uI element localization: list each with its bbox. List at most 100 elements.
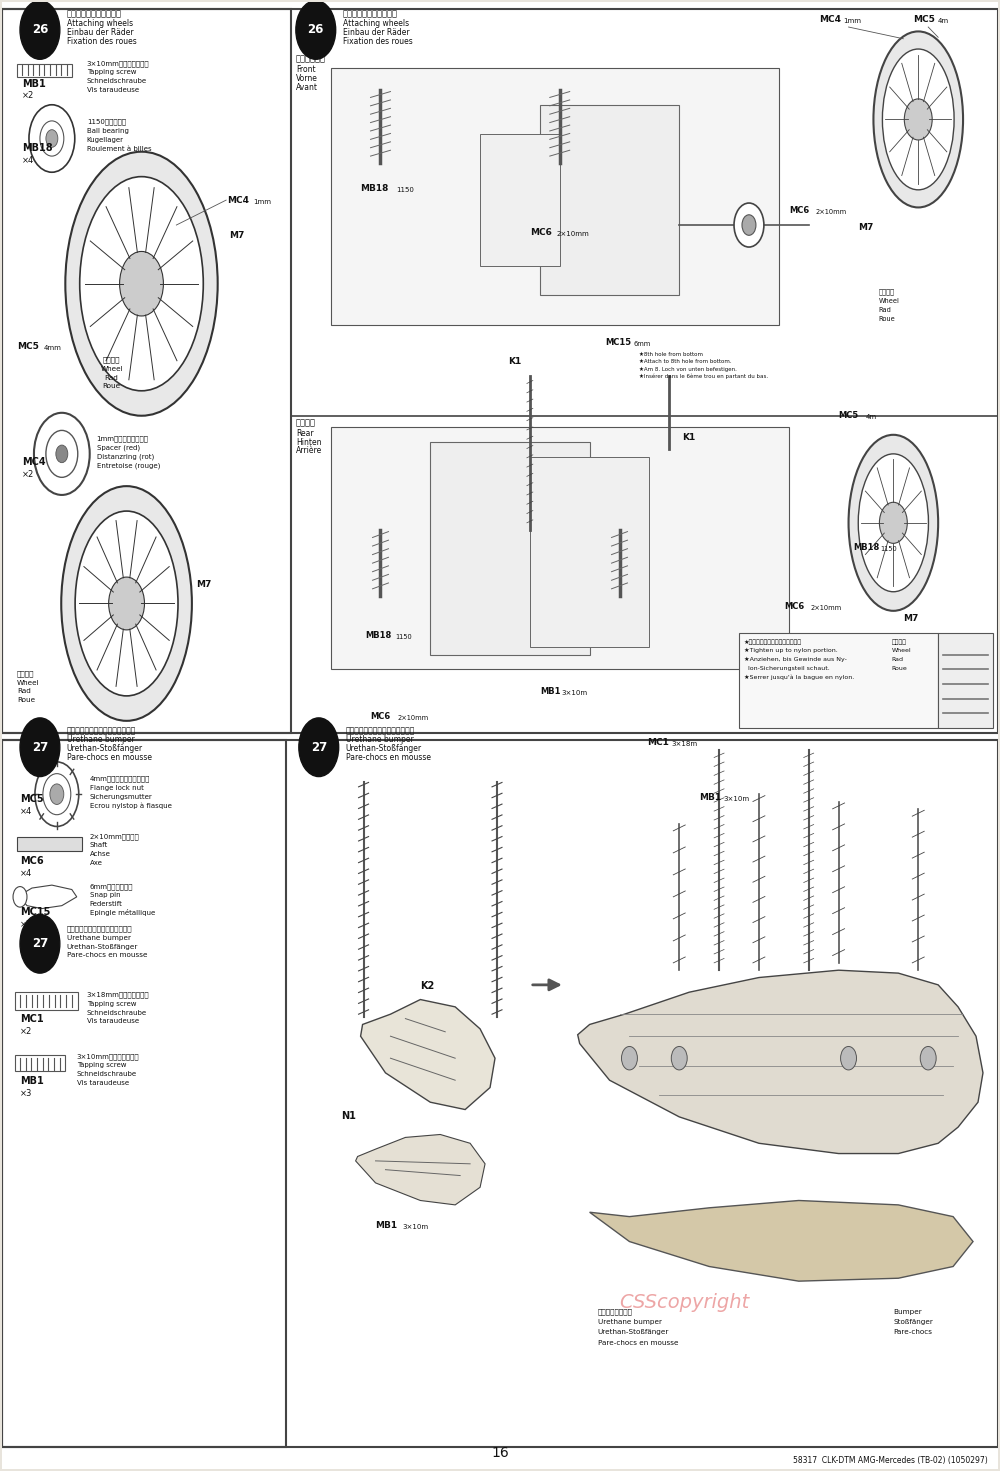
Text: Bumper: Bumper [893, 1309, 922, 1315]
Text: Vorne: Vorne [296, 74, 318, 82]
Text: Vis taraudeuse: Vis taraudeuse [77, 1080, 129, 1086]
Text: MC15: MC15 [606, 338, 632, 347]
Text: Avant: Avant [296, 82, 318, 91]
Bar [2, 9, 998, 733]
Text: 4m: 4m [865, 415, 877, 421]
Text: MC4: MC4 [22, 457, 46, 468]
Ellipse shape [80, 177, 203, 391]
Text: MC4: MC4 [227, 196, 249, 204]
Circle shape [299, 718, 339, 777]
Text: MC6: MC6 [789, 206, 809, 215]
Text: MB1: MB1 [22, 78, 46, 88]
Text: MC6: MC6 [784, 602, 804, 610]
Text: M7: M7 [229, 231, 245, 240]
Text: Hinten: Hinten [296, 437, 321, 447]
Text: Entretoise (rouge): Entretoise (rouge) [97, 462, 160, 469]
Text: 〈ウレタンバンパーの組み立て〉: 〈ウレタンバンパーの組み立て〉 [67, 925, 132, 933]
Text: Pare-chocs en mousse: Pare-chocs en mousse [67, 952, 147, 959]
Text: lon-Sicherungsteil schaut.: lon-Sicherungsteil schaut. [744, 666, 830, 671]
Text: ×2: ×2 [22, 91, 34, 100]
Text: 1mm: 1mm [844, 18, 862, 24]
Text: Wheel: Wheel [17, 680, 40, 685]
Text: 1mmスペーサー（赤）: 1mmスペーサー（赤） [97, 435, 149, 443]
Text: Pare-chocs: Pare-chocs [893, 1330, 932, 1336]
Text: 3×18m: 3×18m [671, 741, 697, 747]
Text: Fixation des roues: Fixation des roues [67, 37, 137, 46]
Text: 〈ホイールの取り付け〉: 〈ホイールの取り付け〉 [343, 9, 398, 18]
Text: ウレタンバンパー: ウレタンバンパー [598, 1308, 633, 1315]
Text: 1150ベアリング: 1150ベアリング [87, 119, 126, 125]
Text: Roue: Roue [17, 697, 35, 703]
Text: Ball bearing: Ball bearing [87, 128, 129, 134]
Text: 1150: 1150 [880, 546, 897, 552]
Text: Axe: Axe [90, 861, 103, 866]
Ellipse shape [65, 152, 218, 416]
Circle shape [904, 99, 932, 140]
Text: MC6: MC6 [371, 712, 391, 721]
Text: Schneidschraube: Schneidschraube [87, 78, 147, 84]
Text: Rad: Rad [891, 658, 903, 662]
Circle shape [50, 784, 64, 805]
Text: Spacer (red): Spacer (red) [97, 444, 140, 452]
Text: ★Am 8. Loch von unten befestigen.: ★Am 8. Loch von unten befestigen. [639, 366, 737, 372]
Text: 26: 26 [308, 24, 324, 37]
Text: Urethane bumper: Urethane bumper [346, 736, 413, 744]
Text: MB18: MB18 [366, 631, 392, 640]
Text: Wheel: Wheel [100, 366, 123, 372]
Text: ★8th hole from bottom: ★8th hole from bottom [639, 352, 703, 357]
Circle shape [734, 203, 764, 247]
Text: Rad: Rad [17, 688, 31, 694]
Text: MC1: MC1 [20, 1015, 44, 1024]
Circle shape [296, 0, 336, 59]
Text: Vis taraudeuse: Vis taraudeuse [87, 87, 139, 93]
Text: ★Attach to 8th hole from bottom.: ★Attach to 8th hole from bottom. [639, 359, 732, 365]
Ellipse shape [882, 49, 954, 190]
Bar [2, 740, 998, 1447]
Polygon shape [578, 971, 983, 1153]
Text: Attaching wheels: Attaching wheels [67, 19, 133, 28]
Text: Stoßfänger: Stoßfänger [893, 1319, 933, 1325]
Bar [15, 1055, 65, 1071]
Text: M7: M7 [903, 613, 919, 622]
Circle shape [29, 104, 75, 172]
Bar [331, 428, 789, 669]
Text: MC5: MC5 [20, 794, 44, 805]
Polygon shape [17, 886, 77, 909]
Text: Urethan-Stoßfänger: Urethan-Stoßfänger [598, 1330, 669, 1336]
Ellipse shape [75, 510, 178, 696]
Text: Einbau der Räder: Einbau der Räder [343, 28, 409, 37]
Text: ★Anziehen, bis Gewinde aus Ny-: ★Anziehen, bis Gewinde aus Ny- [744, 658, 847, 662]
Text: Sicherungsmutter: Sicherungsmutter [90, 794, 152, 800]
Text: 4mmフランジロックナット: 4mmフランジロックナット [90, 775, 150, 783]
Text: Rear: Rear [296, 428, 313, 438]
Text: 4mm: 4mm [44, 346, 62, 352]
Text: Rad: Rad [105, 375, 119, 381]
Text: MC6: MC6 [20, 856, 44, 866]
Circle shape [20, 0, 60, 59]
Polygon shape [590, 1200, 973, 1281]
Text: ×4: ×4 [20, 808, 32, 816]
Bar [540, 104, 679, 296]
Text: ホイール: ホイール [17, 671, 35, 677]
Text: Distanzring (rot): Distanzring (rot) [97, 453, 154, 460]
Text: 6mmスナップピン: 6mmスナップピン [90, 883, 133, 890]
Text: 4m: 4m [938, 18, 949, 24]
Text: M7: M7 [858, 224, 874, 232]
Text: Einbau der Räder: Einbau der Räder [67, 28, 133, 37]
Text: MC5: MC5 [913, 15, 935, 24]
Text: Pare-chocs en mousse: Pare-chocs en mousse [346, 753, 431, 762]
Text: 〈フロント〉: 〈フロント〉 [296, 54, 326, 63]
Circle shape [40, 121, 64, 156]
Text: Shaft: Shaft [90, 843, 108, 849]
Text: MB18: MB18 [361, 184, 389, 193]
Text: K1: K1 [508, 357, 521, 366]
Circle shape [621, 1046, 637, 1069]
Text: Federstift: Federstift [90, 902, 123, 908]
Text: 〈リヤ〉: 〈リヤ〉 [296, 418, 316, 428]
Circle shape [20, 915, 60, 974]
Text: M7: M7 [196, 580, 212, 588]
Text: ★Serrer jusqu'à la bague en nylon.: ★Serrer jusqu'à la bague en nylon. [744, 674, 854, 680]
Text: Achse: Achse [90, 852, 111, 858]
Text: 2×10mm: 2×10mm [811, 605, 842, 610]
Bar [2, 740, 286, 1447]
